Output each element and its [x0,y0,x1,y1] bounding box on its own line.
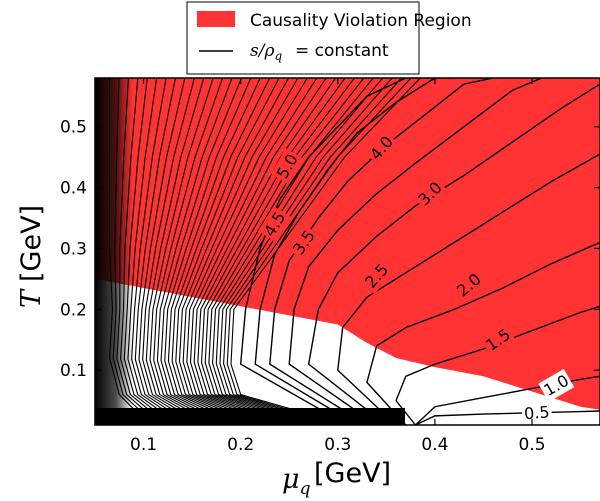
svg-text:s/ρq: s/ρq [250,41,282,63]
dense-contour-line [189,78,318,425]
dense-contour-line [145,78,208,425]
dense-contour-line [212,78,374,425]
x-tick-label: 0.3 [324,435,351,455]
dense-contour-line [164,78,252,425]
dense-contour-line [219,78,393,425]
causality-violation-region [95,78,600,410]
dense-contour-line [182,78,299,425]
svg-text:= constant: = constant [295,41,389,61]
dense-contour-line [149,78,214,425]
dense-contour-line [186,78,308,425]
x-axis-ticks: 0.1 0.2 0.3 0.4 0.5 [130,78,546,455]
contour-line-4.0 [269,78,494,425]
contour-label-0.5: 0.5 [523,402,550,423]
contour-label-bg-2.0 [450,267,487,303]
contour-line-2.0 [366,241,600,425]
dense-left-fill [95,78,133,425]
dense-contour-line [131,78,185,425]
dense-contour-line [156,78,233,425]
dense-contour-line [178,78,289,425]
y-tick-label: 0.5 [60,118,87,138]
contour-line-1.0 [415,375,600,425]
x-tick-label: 0.1 [130,435,157,455]
dense-contour-line [160,78,242,425]
dense-bottom-fill [95,408,405,425]
dense-contour-line [153,78,224,425]
x-tick-label: 0.2 [227,435,254,455]
plot-frame [94,77,600,426]
svg-text:[GeV]: [GeV] [314,458,391,489]
y-axis-label: T [GeV] [16,205,47,308]
svg-text:T: T [16,288,47,308]
contour-line-2.5 [337,153,600,425]
y-axis-ticks: 0.1 0.2 0.3 0.4 0.5 [60,118,600,381]
legend: Causality Violation Region s/ρq = consta… [186,1,472,75]
contour-label-bg-4.0 [363,129,399,167]
contour-label-bg-3.5 [286,224,321,261]
dense-contour-line [230,78,421,425]
dense-contour-line [215,78,384,425]
contour-line-3.5 [288,78,543,425]
legend-label-contour: s/ρq = constant [250,41,389,63]
dense-contour-line [134,78,190,425]
contour-line-0.5 [415,410,600,425]
contour-label-bg-3.0 [412,175,448,212]
dense-contour-line [193,78,327,425]
contour-line-1.5 [395,305,600,425]
dense-contour-line [175,78,280,425]
svg-text:μq: μq [282,464,311,499]
dense-contour-line [226,78,412,425]
contour-line-3.0 [307,83,600,425]
dense-contour-line [171,78,271,425]
dense-contour-line [223,78,402,425]
y-tick-label: 0.3 [60,239,87,259]
y-tick-label: 0.1 [60,361,87,381]
contour-label-bg-5.0 [270,148,304,185]
svg-text:[GeV]: [GeV] [16,205,47,282]
y-tick-label: 0.4 [60,179,87,199]
legend-label-violation: Causality Violation Region [250,11,472,31]
x-axis-label: μq [GeV] [282,458,391,499]
contour-label-bg-0.5 [521,401,553,425]
y-tick-label: 0.2 [60,300,87,320]
x-tick-label: 0.5 [518,435,545,455]
contour-label-bg-2.5 [358,257,395,294]
contour-line-5.0 [239,78,421,425]
legend-swatch-violation [197,11,235,27]
dense-contour-line [167,78,261,425]
x-tick-label: 0.4 [421,435,448,455]
contour-label-bg-1.0 [538,368,575,402]
contour-label-bg-1.5 [479,322,517,357]
plot-area: 0.51.01.52.02.53.03.54.04.55.0 [95,78,600,425]
dense-contour-line [142,78,202,425]
dense-contour-line [208,78,365,425]
contour-label-bg-4.5 [257,206,292,243]
dense-contour-line [138,78,196,425]
